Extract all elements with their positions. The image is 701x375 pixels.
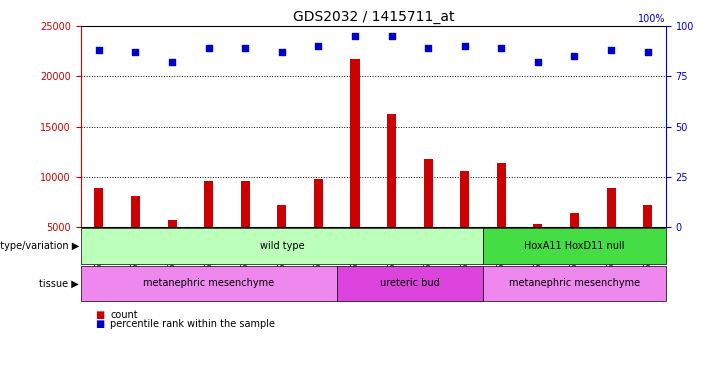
Point	[532, 59, 543, 65]
Point	[240, 45, 251, 51]
Point	[166, 59, 177, 65]
Point	[349, 33, 360, 39]
Bar	[570, 213, 579, 277]
Point	[496, 45, 507, 51]
Text: ureteric bud: ureteric bud	[380, 278, 440, 288]
Text: tissue ▶: tissue ▶	[39, 278, 79, 288]
Bar	[204, 181, 213, 277]
Point	[386, 33, 397, 39]
Text: ■: ■	[95, 319, 104, 328]
Point	[423, 45, 434, 51]
Bar	[314, 179, 323, 277]
Bar	[606, 188, 615, 277]
Title: GDS2032 / 1415711_at: GDS2032 / 1415711_at	[292, 10, 454, 24]
Point	[130, 50, 141, 55]
Bar	[533, 224, 543, 277]
Text: count: count	[110, 310, 137, 320]
Bar	[423, 159, 433, 277]
Text: genotype/variation ▶: genotype/variation ▶	[0, 241, 79, 251]
Bar	[168, 220, 177, 277]
Point	[276, 50, 287, 55]
Text: wild type: wild type	[259, 241, 304, 251]
Bar	[497, 163, 506, 277]
Point	[203, 45, 215, 51]
Bar	[643, 205, 652, 277]
Text: metanephric mesenchyme: metanephric mesenchyme	[143, 278, 274, 288]
Text: metanephric mesenchyme: metanephric mesenchyme	[509, 278, 640, 288]
Text: ■: ■	[95, 310, 104, 320]
Point	[93, 47, 104, 53]
Bar	[387, 114, 396, 277]
Point	[642, 50, 653, 55]
Bar	[95, 188, 104, 277]
Bar	[350, 59, 360, 277]
Bar	[131, 196, 140, 277]
Bar	[460, 171, 469, 277]
Text: 100%: 100%	[639, 14, 666, 24]
Point	[606, 47, 617, 53]
Point	[313, 44, 324, 50]
Text: percentile rank within the sample: percentile rank within the sample	[110, 319, 275, 328]
Text: HoxA11 HoxD11 null: HoxA11 HoxD11 null	[524, 241, 625, 251]
Point	[459, 44, 470, 50]
Point	[569, 53, 580, 59]
Bar	[240, 181, 250, 277]
Bar	[278, 205, 287, 277]
